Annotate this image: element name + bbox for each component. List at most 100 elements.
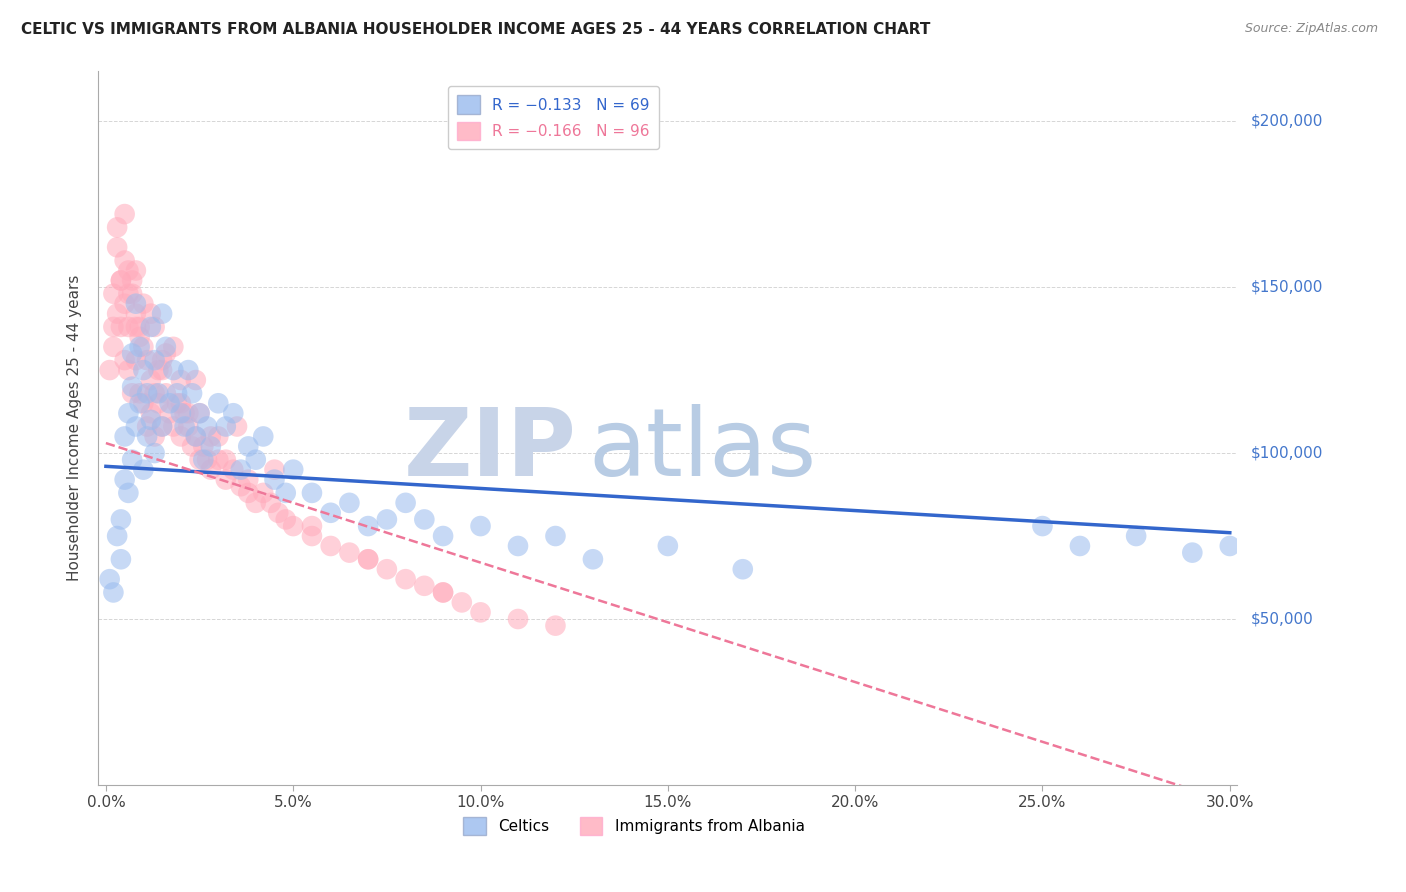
- Point: [274, 512, 297, 526]
- Point: [188, 406, 211, 420]
- Point: [121, 379, 143, 393]
- Point: [125, 296, 148, 310]
- Point: [229, 479, 252, 493]
- Point: [132, 396, 155, 410]
- Point: [125, 263, 148, 277]
- Point: [260, 496, 283, 510]
- Point: [136, 353, 159, 368]
- Point: [170, 429, 193, 443]
- Point: [238, 473, 260, 487]
- Text: atlas: atlas: [588, 403, 817, 496]
- Point: [375, 562, 398, 576]
- Point: [150, 353, 173, 368]
- Point: [110, 320, 132, 334]
- Point: [184, 429, 207, 443]
- Point: [148, 396, 170, 410]
- Point: [188, 452, 211, 467]
- Point: [181, 386, 204, 401]
- Point: [207, 396, 229, 410]
- Point: [181, 439, 204, 453]
- Point: [125, 320, 148, 334]
- Point: [98, 363, 121, 377]
- Point: [170, 373, 193, 387]
- Point: [139, 373, 162, 387]
- Point: [143, 320, 166, 334]
- Point: [222, 406, 245, 420]
- Point: [200, 463, 222, 477]
- Point: [170, 396, 193, 410]
- Point: [117, 320, 139, 334]
- Point: [188, 406, 211, 420]
- Point: [132, 363, 155, 377]
- Point: [150, 363, 173, 377]
- Point: [263, 463, 285, 477]
- Point: [238, 486, 260, 500]
- Point: [139, 406, 162, 420]
- Point: [283, 519, 305, 533]
- Point: [117, 406, 139, 420]
- Point: [207, 429, 229, 443]
- Y-axis label: Householder Income Ages 25 - 44 years: Householder Income Ages 25 - 44 years: [67, 275, 83, 582]
- Point: [155, 346, 177, 360]
- Point: [143, 429, 166, 443]
- Point: [103, 585, 125, 599]
- Point: [143, 386, 166, 401]
- Point: [413, 512, 436, 526]
- Point: [110, 273, 132, 287]
- Point: [432, 585, 454, 599]
- Point: [1219, 539, 1241, 553]
- Text: ZIP: ZIP: [404, 403, 576, 496]
- Point: [117, 263, 139, 277]
- Point: [114, 429, 136, 443]
- Point: [215, 473, 238, 487]
- Point: [339, 546, 361, 560]
- Point: [114, 253, 136, 268]
- Point: [132, 463, 155, 477]
- Point: [177, 363, 200, 377]
- Point: [117, 363, 139, 377]
- Text: $150,000: $150,000: [1251, 279, 1323, 294]
- Point: [159, 406, 181, 420]
- Point: [207, 452, 229, 467]
- Point: [121, 452, 143, 467]
- Point: [657, 539, 679, 553]
- Point: [215, 452, 238, 467]
- Point: [245, 452, 267, 467]
- Point: [301, 486, 323, 500]
- Point: [375, 512, 398, 526]
- Point: [150, 419, 173, 434]
- Point: [136, 419, 159, 434]
- Point: [110, 512, 132, 526]
- Point: [128, 330, 150, 344]
- Point: [148, 363, 170, 377]
- Point: [139, 307, 162, 321]
- Point: [301, 529, 323, 543]
- Point: [173, 406, 195, 420]
- Point: [105, 529, 128, 543]
- Point: [357, 552, 380, 566]
- Point: [1181, 546, 1204, 560]
- Point: [105, 220, 128, 235]
- Point: [1125, 529, 1147, 543]
- Point: [117, 286, 139, 301]
- Point: [128, 320, 150, 334]
- Point: [229, 463, 252, 477]
- Point: [114, 353, 136, 368]
- Point: [117, 486, 139, 500]
- Point: [222, 463, 245, 477]
- Point: [150, 307, 173, 321]
- Point: [136, 386, 159, 401]
- Point: [114, 296, 136, 310]
- Point: [470, 519, 492, 533]
- Point: [1031, 519, 1053, 533]
- Point: [150, 419, 173, 434]
- Point: [432, 529, 454, 543]
- Point: [110, 552, 132, 566]
- Point: [170, 406, 193, 420]
- Point: [506, 539, 529, 553]
- Point: [413, 579, 436, 593]
- Point: [139, 320, 162, 334]
- Point: [252, 429, 274, 443]
- Point: [200, 439, 222, 453]
- Point: [200, 429, 222, 443]
